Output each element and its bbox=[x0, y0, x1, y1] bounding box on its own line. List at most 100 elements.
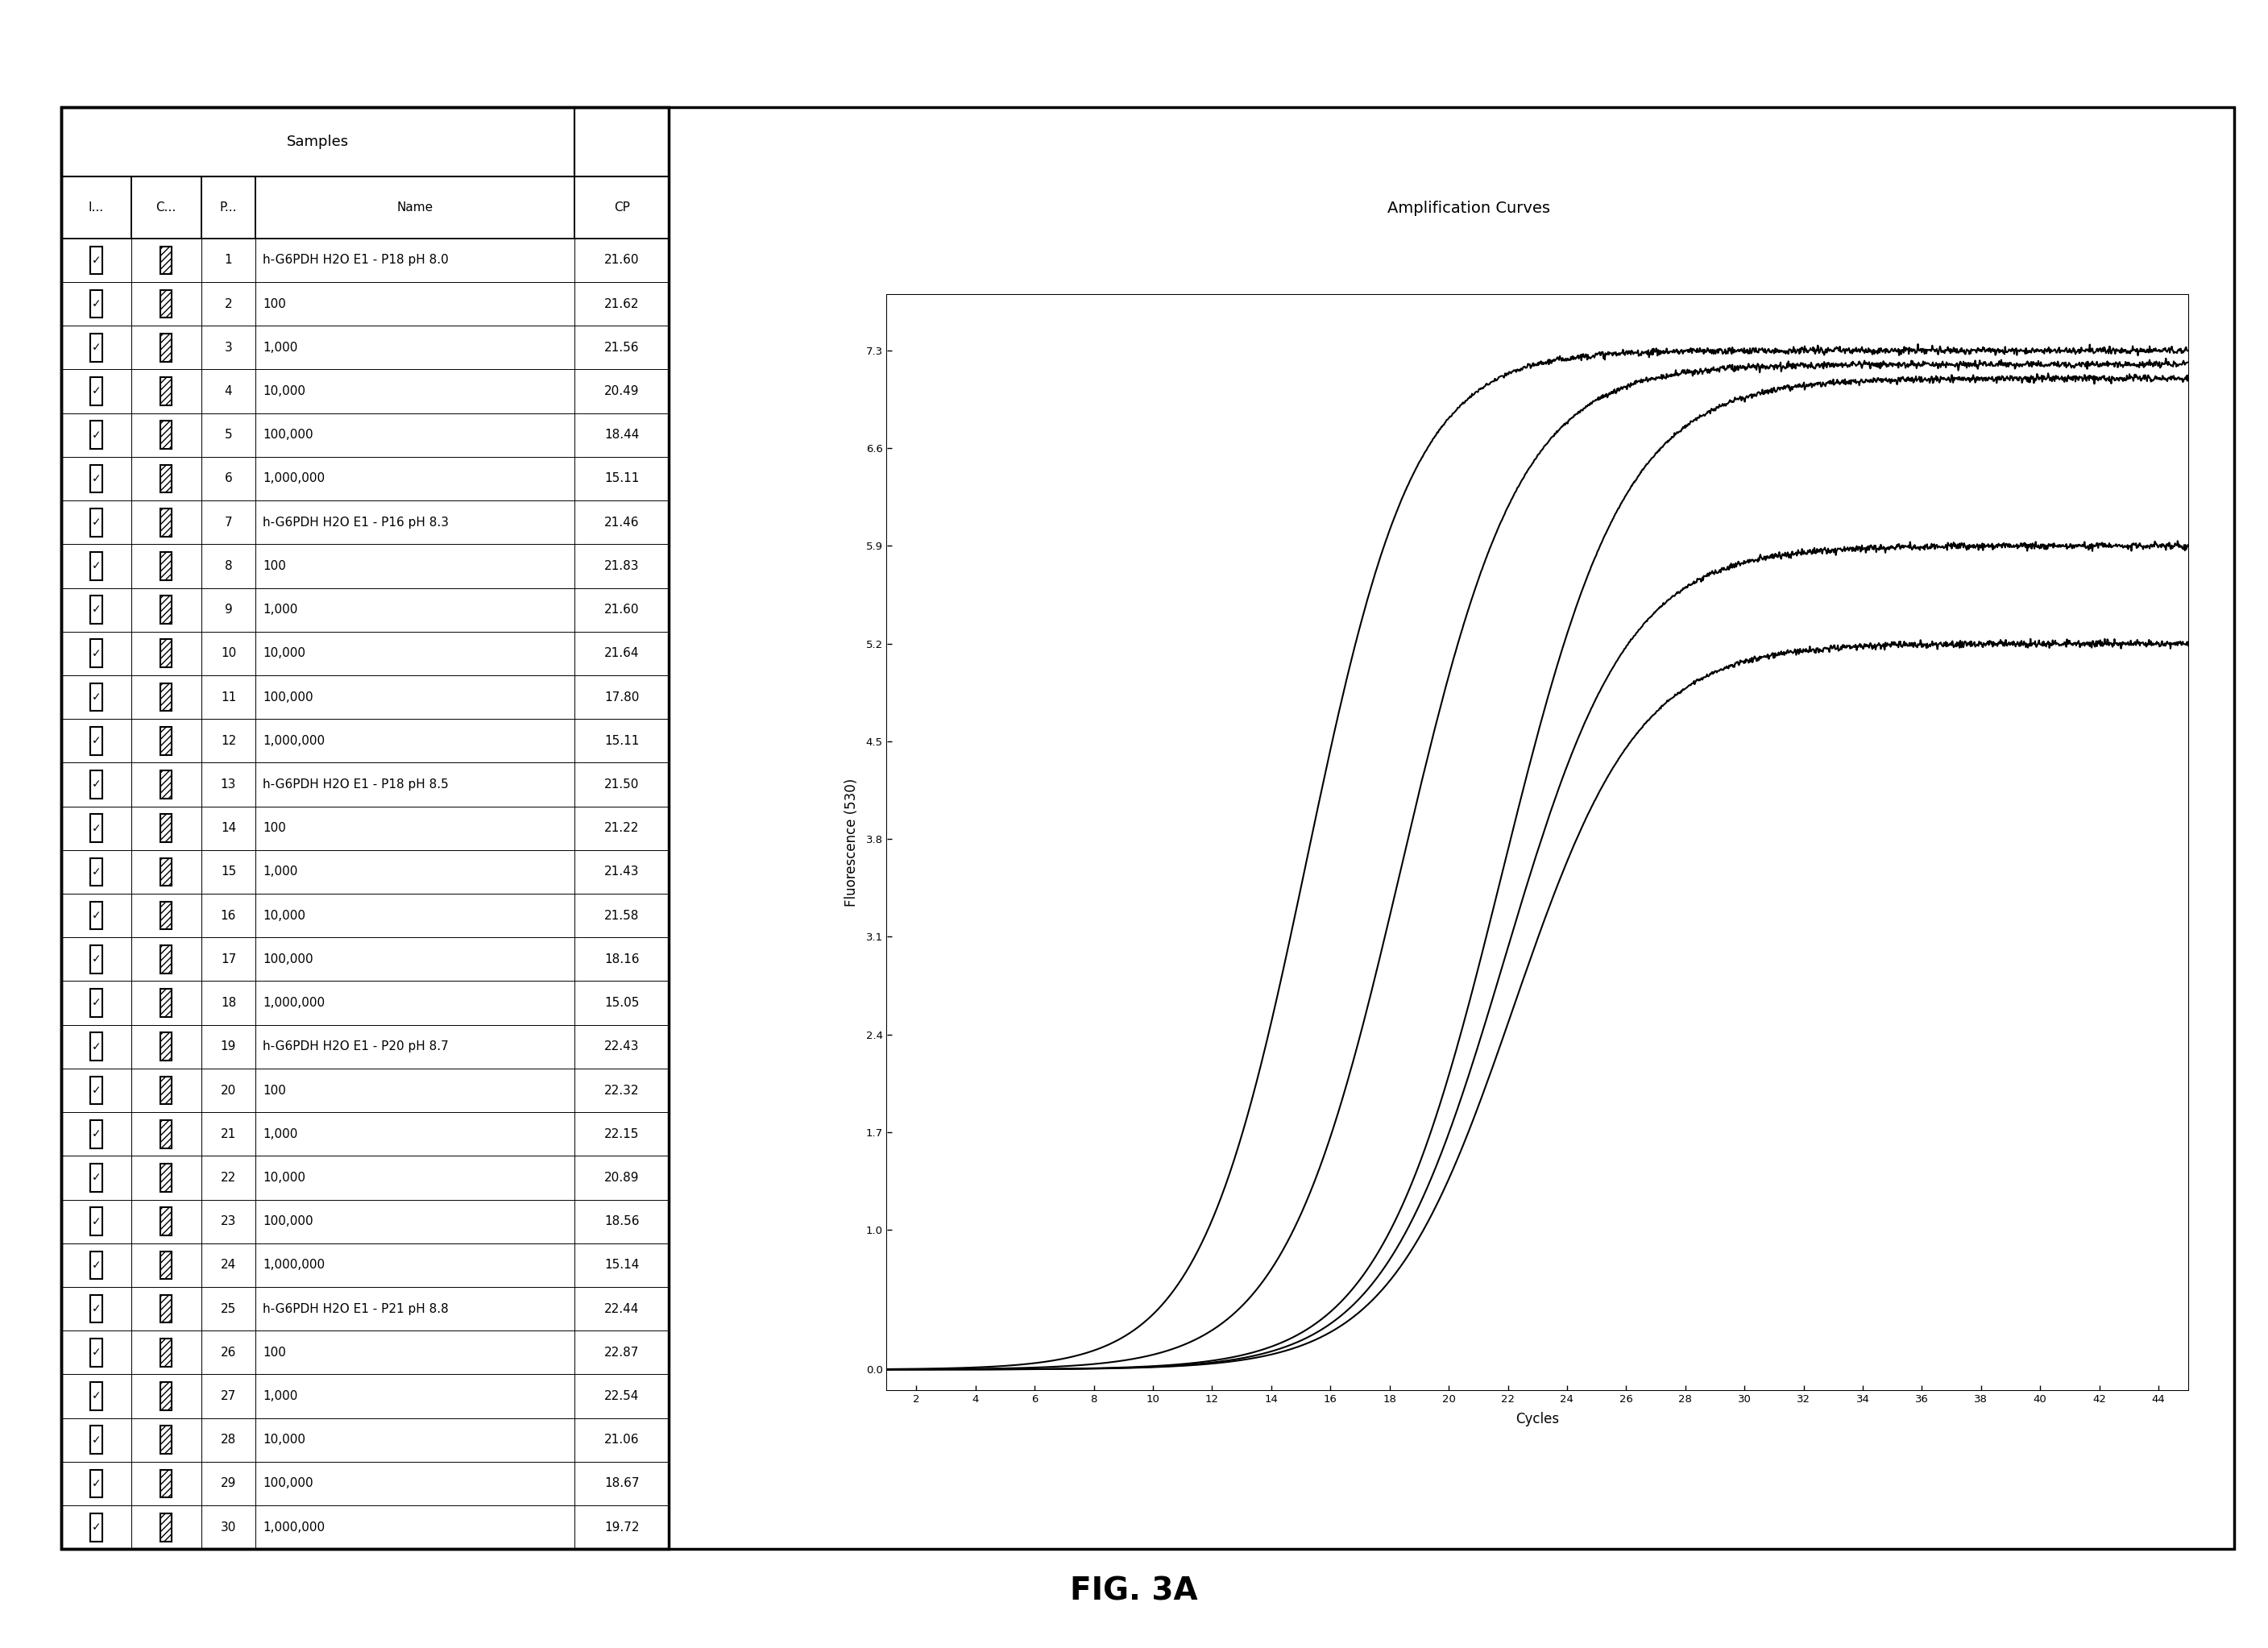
Bar bbox=[132, 1505, 202, 1549]
Text: 18.44: 18.44 bbox=[606, 428, 640, 442]
Bar bbox=[91, 1513, 102, 1541]
Text: ✓: ✓ bbox=[91, 1259, 100, 1271]
Bar bbox=[61, 1068, 132, 1112]
Bar bbox=[132, 282, 202, 326]
Bar bbox=[91, 814, 102, 842]
Bar bbox=[256, 1025, 574, 1068]
Bar bbox=[202, 282, 256, 326]
Text: 21.83: 21.83 bbox=[606, 560, 640, 572]
Text: CP: CP bbox=[615, 201, 631, 213]
Y-axis label: Fluorescence (530): Fluorescence (530) bbox=[844, 778, 860, 906]
Bar bbox=[161, 771, 172, 799]
Bar bbox=[91, 552, 102, 580]
Text: Name: Name bbox=[397, 201, 433, 213]
Text: 10,000: 10,000 bbox=[263, 1434, 306, 1445]
Text: 6: 6 bbox=[225, 473, 231, 485]
Text: ✓: ✓ bbox=[91, 910, 100, 921]
Text: FIG. 3A: FIG. 3A bbox=[1070, 1575, 1198, 1607]
Text: 10,000: 10,000 bbox=[263, 1172, 306, 1183]
Bar bbox=[161, 639, 172, 667]
Text: 1,000,000: 1,000,000 bbox=[263, 735, 324, 747]
Bar bbox=[61, 1025, 132, 1068]
Text: 100,000: 100,000 bbox=[263, 691, 313, 704]
Text: 18.56: 18.56 bbox=[606, 1215, 640, 1228]
Bar bbox=[256, 282, 574, 326]
Bar bbox=[91, 1295, 102, 1323]
Bar bbox=[574, 369, 669, 414]
Bar bbox=[574, 544, 669, 588]
Bar bbox=[91, 1251, 102, 1279]
Bar bbox=[132, 414, 202, 456]
Bar bbox=[574, 1200, 669, 1243]
Bar bbox=[202, 676, 256, 719]
Bar bbox=[91, 859, 102, 887]
Bar bbox=[202, 1112, 256, 1155]
Bar bbox=[61, 850, 132, 893]
Bar bbox=[61, 1112, 132, 1155]
Bar bbox=[574, 1287, 669, 1330]
Bar bbox=[256, 1330, 574, 1374]
Bar bbox=[61, 282, 132, 326]
Text: 1,000: 1,000 bbox=[263, 603, 297, 616]
Text: 3: 3 bbox=[225, 341, 231, 354]
Text: 15.05: 15.05 bbox=[606, 997, 640, 1009]
Bar bbox=[574, 719, 669, 763]
Text: ✓: ✓ bbox=[91, 1129, 100, 1140]
Bar bbox=[91, 684, 102, 710]
Text: 21.60: 21.60 bbox=[606, 254, 640, 267]
Text: I...: I... bbox=[88, 201, 104, 213]
Bar bbox=[132, 981, 202, 1025]
Text: 15.11: 15.11 bbox=[606, 735, 640, 747]
Bar bbox=[574, 282, 669, 326]
Bar bbox=[61, 1287, 132, 1330]
Bar bbox=[256, 369, 574, 414]
Bar bbox=[61, 676, 132, 719]
Text: ✓: ✓ bbox=[91, 692, 100, 702]
Bar bbox=[574, 1025, 669, 1068]
Bar bbox=[202, 588, 256, 631]
Text: h-G6PDH H2O E1 - P18 pH 8.0: h-G6PDH H2O E1 - P18 pH 8.0 bbox=[263, 254, 449, 267]
Text: 100,000: 100,000 bbox=[263, 953, 313, 966]
Bar bbox=[61, 1417, 132, 1462]
Bar bbox=[91, 1208, 102, 1236]
Text: 20: 20 bbox=[220, 1084, 236, 1096]
Bar bbox=[202, 1200, 256, 1243]
Text: 10,000: 10,000 bbox=[263, 910, 306, 921]
Text: 21.50: 21.50 bbox=[606, 778, 640, 791]
Bar bbox=[202, 414, 256, 456]
Bar bbox=[161, 508, 172, 536]
Text: 15.11: 15.11 bbox=[606, 473, 640, 485]
Bar bbox=[202, 806, 256, 850]
Bar bbox=[161, 1383, 172, 1411]
Text: 22.87: 22.87 bbox=[606, 1346, 640, 1358]
X-axis label: Cycles: Cycles bbox=[1515, 1412, 1558, 1426]
Text: 21.43: 21.43 bbox=[606, 865, 640, 878]
Text: ✓: ✓ bbox=[91, 1478, 100, 1490]
Bar bbox=[132, 1155, 202, 1200]
Bar bbox=[132, 1330, 202, 1374]
Text: ✓: ✓ bbox=[91, 341, 100, 353]
Bar bbox=[256, 501, 574, 544]
Text: 100: 100 bbox=[263, 298, 286, 310]
Text: 22.15: 22.15 bbox=[606, 1127, 640, 1140]
Text: 16: 16 bbox=[220, 910, 236, 921]
Text: 17: 17 bbox=[220, 953, 236, 966]
Bar bbox=[202, 981, 256, 1025]
Bar bbox=[256, 1155, 574, 1200]
Text: 21.58: 21.58 bbox=[606, 910, 640, 921]
Bar bbox=[256, 938, 574, 981]
Text: ✓: ✓ bbox=[91, 954, 100, 966]
Text: ✓: ✓ bbox=[91, 560, 100, 572]
Bar bbox=[61, 763, 132, 806]
Text: 22: 22 bbox=[220, 1172, 236, 1183]
Bar bbox=[202, 176, 256, 239]
Bar bbox=[61, 1243, 132, 1287]
Bar bbox=[574, 456, 669, 501]
Bar bbox=[161, 1295, 172, 1323]
Bar bbox=[91, 1470, 102, 1498]
Text: 1,000,000: 1,000,000 bbox=[263, 1259, 324, 1271]
Bar bbox=[61, 1330, 132, 1374]
Bar bbox=[161, 1163, 172, 1192]
Text: 29: 29 bbox=[220, 1478, 236, 1490]
Bar bbox=[574, 1243, 669, 1287]
